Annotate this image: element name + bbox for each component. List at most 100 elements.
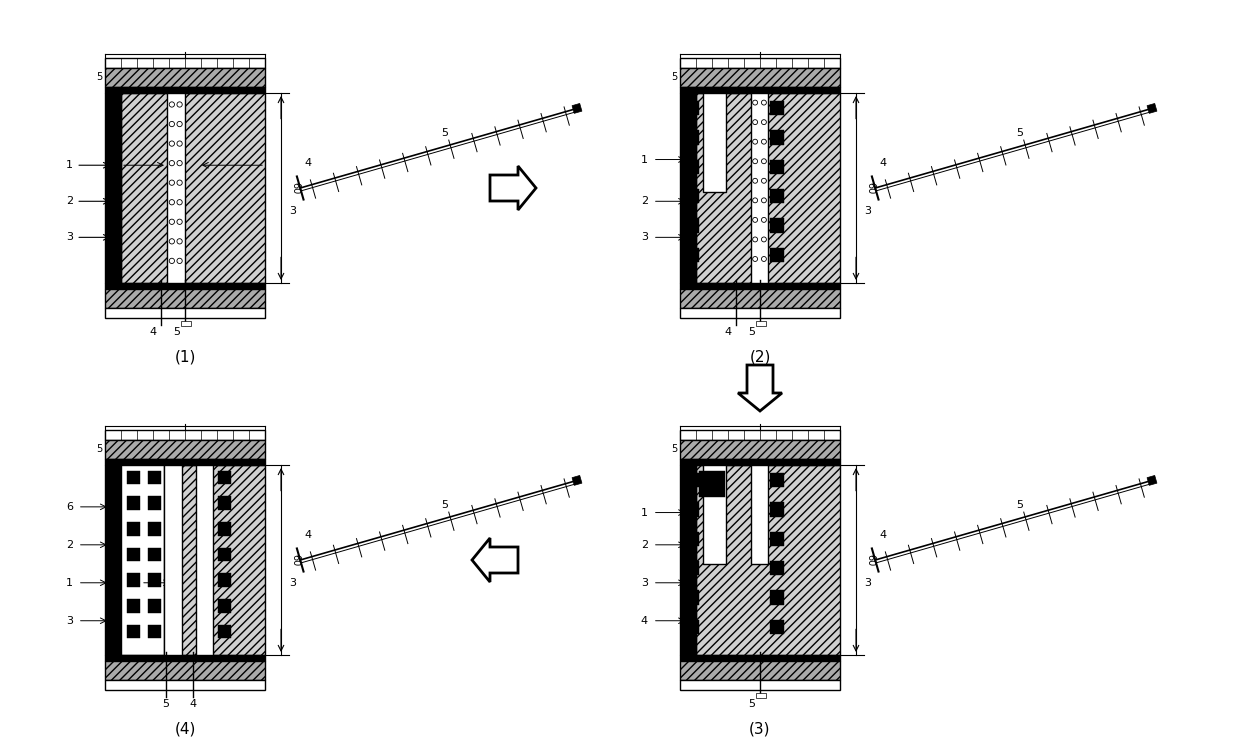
Text: 5: 5 (174, 327, 181, 337)
Bar (126, 599, 140, 613)
Bar (105, 680, 265, 690)
Text: 5: 5 (749, 699, 755, 709)
Bar (703, 465, 727, 564)
Text: 4: 4 (724, 327, 732, 337)
Bar (684, 160, 699, 174)
Bar (750, 93, 769, 283)
Bar (680, 58, 839, 68)
Bar (682, 190, 694, 202)
Bar (682, 629, 694, 642)
Bar (126, 471, 140, 485)
Text: 2: 2 (641, 540, 649, 550)
Bar (682, 235, 694, 247)
Bar (167, 93, 185, 283)
Text: 4: 4 (879, 530, 887, 540)
Bar (682, 585, 694, 597)
Bar (770, 619, 784, 634)
Text: 1: 1 (66, 160, 73, 170)
Bar (105, 430, 265, 440)
Bar (682, 518, 694, 530)
Text: 5: 5 (749, 327, 755, 337)
Text: 3: 3 (289, 206, 295, 216)
Bar (682, 258, 694, 270)
Text: 3: 3 (66, 232, 73, 243)
Bar (684, 473, 699, 487)
Text: 60: 60 (866, 182, 875, 194)
Bar (682, 123, 694, 136)
Bar (572, 476, 582, 485)
Bar (770, 160, 784, 174)
Text: 60: 60 (290, 182, 300, 194)
Text: 3: 3 (864, 578, 870, 588)
Bar (148, 522, 161, 536)
Bar (680, 655, 839, 661)
Bar (126, 522, 140, 536)
Bar (122, 465, 164, 655)
Text: 5: 5 (1016, 128, 1023, 139)
Bar (107, 190, 118, 201)
Bar (105, 289, 265, 308)
Bar (572, 103, 582, 113)
Text: 3: 3 (66, 616, 73, 625)
Bar (684, 561, 699, 575)
Bar (105, 68, 265, 87)
Bar (684, 502, 699, 517)
Bar (680, 680, 839, 690)
Bar (682, 607, 694, 619)
Bar (699, 471, 725, 497)
Bar (148, 548, 161, 561)
Bar (107, 235, 118, 246)
Polygon shape (738, 365, 782, 411)
Bar (682, 540, 694, 552)
Bar (126, 573, 140, 587)
Bar (684, 130, 699, 145)
Bar (680, 289, 839, 308)
Text: 5: 5 (95, 444, 102, 454)
Bar (148, 497, 161, 510)
Bar (218, 573, 232, 587)
Bar (770, 100, 784, 115)
Bar (148, 471, 161, 485)
Bar (105, 661, 265, 680)
Text: 3: 3 (289, 578, 295, 588)
Bar (680, 430, 839, 440)
Bar (682, 100, 694, 113)
Text: (3): (3) (749, 721, 771, 736)
Bar (684, 248, 699, 262)
Text: 5: 5 (1016, 500, 1023, 510)
Bar (682, 213, 694, 225)
Bar (122, 465, 265, 655)
Bar (164, 465, 182, 655)
Bar (126, 548, 140, 561)
Bar (126, 625, 140, 638)
Polygon shape (472, 538, 518, 582)
Bar (770, 189, 784, 203)
Bar (770, 130, 784, 145)
Bar (105, 87, 265, 93)
Bar (684, 189, 699, 203)
Bar (105, 308, 265, 318)
Bar (196, 465, 213, 655)
Bar (684, 100, 699, 115)
Text: 5: 5 (440, 128, 448, 139)
Bar (682, 562, 694, 574)
Bar (770, 532, 784, 546)
Bar (770, 219, 784, 233)
Text: (1): (1) (175, 349, 196, 364)
Text: 1: 1 (641, 154, 649, 165)
Bar (680, 87, 839, 93)
Bar (770, 502, 784, 517)
Bar (696, 93, 839, 283)
Bar (105, 458, 265, 465)
Text: (2): (2) (749, 349, 771, 364)
Bar (696, 465, 839, 655)
Text: 5: 5 (162, 699, 170, 709)
Text: 6: 6 (66, 502, 73, 512)
Bar (105, 283, 265, 289)
Text: (4): (4) (175, 721, 196, 736)
Bar (756, 693, 766, 698)
Bar (684, 532, 699, 546)
Bar (680, 308, 839, 318)
Text: 4: 4 (305, 530, 311, 540)
Bar (680, 440, 839, 458)
